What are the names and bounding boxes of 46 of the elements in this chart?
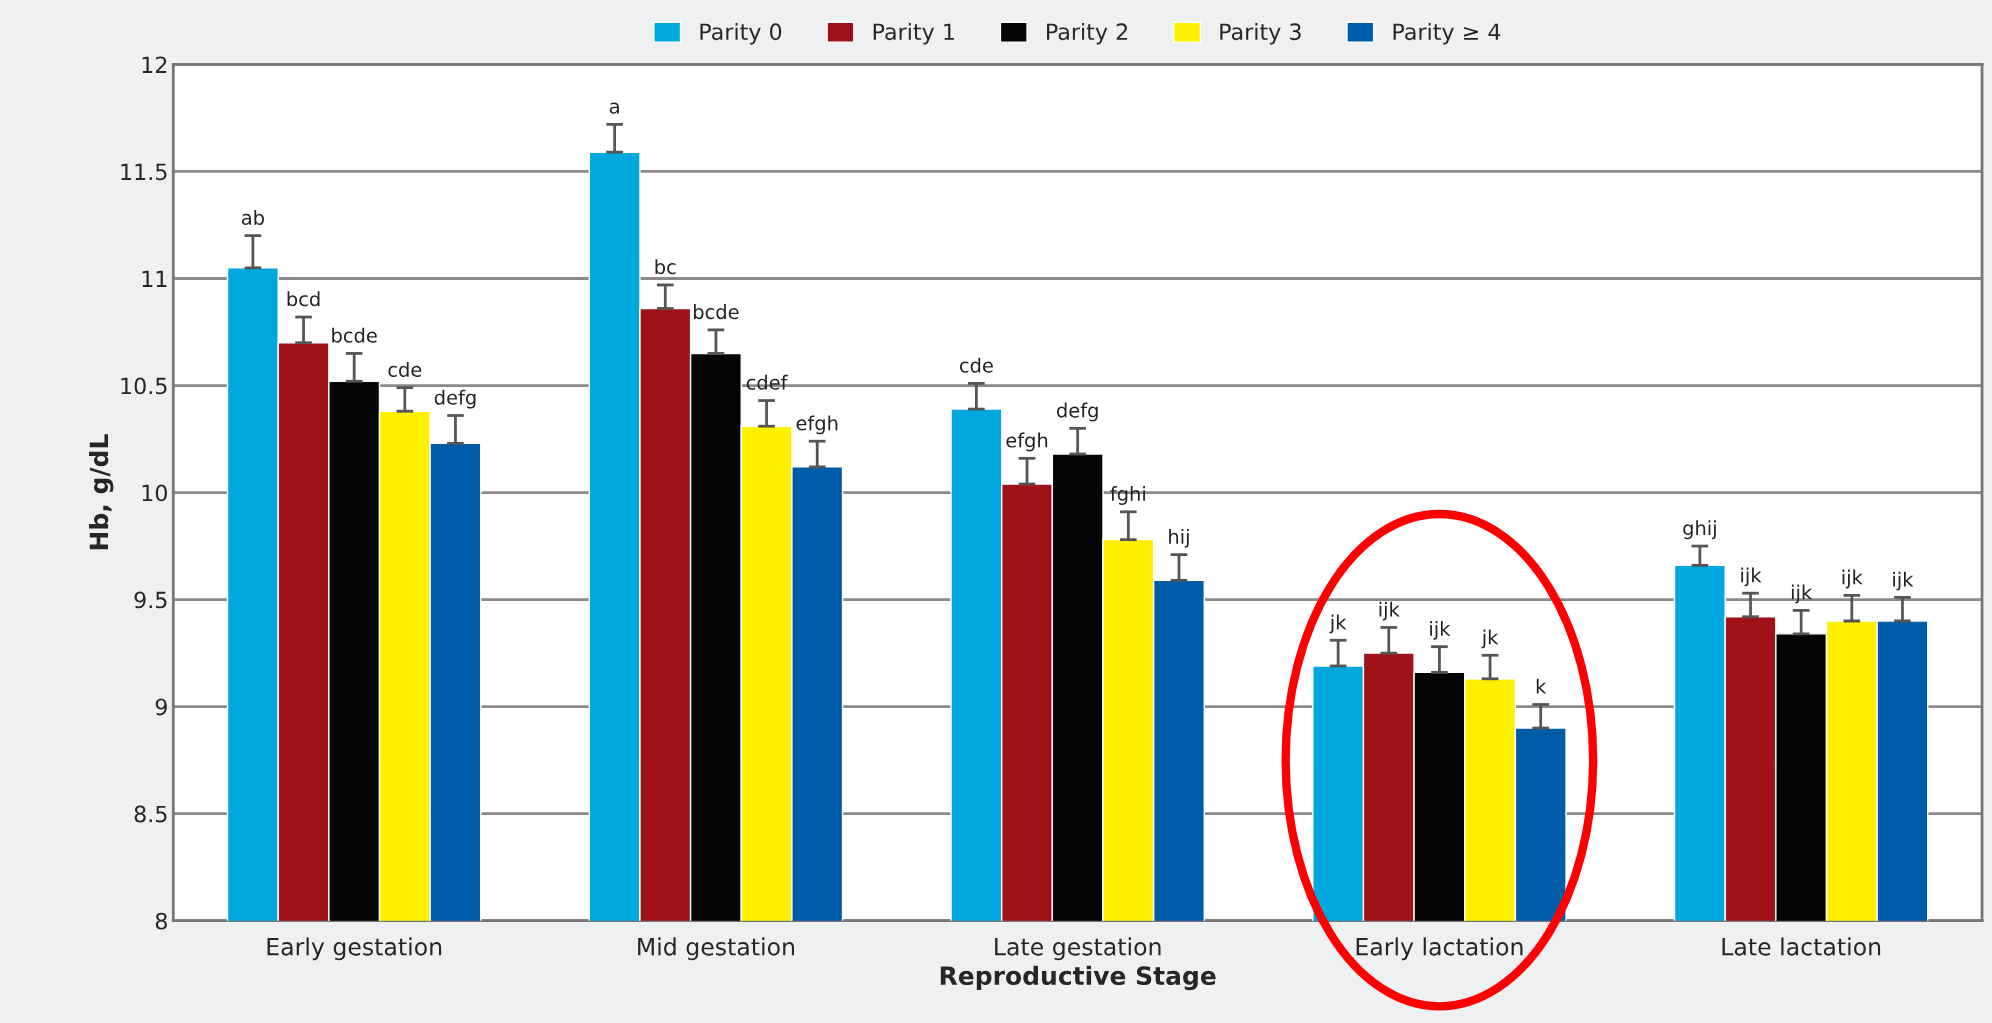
- data-label: efgh: [796, 415, 838, 435]
- data-label: ijk: [1791, 584, 1813, 604]
- legend-label: Parity 0: [700, 22, 782, 45]
- x-axis-title: Reproductive Stage: [940, 965, 1216, 991]
- y-tick-label: 11.5: [121, 163, 167, 181]
- data-label: bcd: [287, 291, 320, 307]
- data-label: jk: [1329, 614, 1347, 634]
- data-label: ijk: [1430, 620, 1451, 640]
- data-label: defg: [1057, 402, 1098, 422]
- data-label: cde: [959, 357, 993, 373]
- data-label: ghij: [1683, 520, 1716, 540]
- data-label: efgh: [1006, 432, 1048, 452]
- y-tick-label: 8.5: [134, 805, 167, 823]
- y-tick-label: 8: [155, 912, 167, 930]
- data-label: jk: [1481, 629, 1499, 649]
- x-tick-label: Early gestation: [267, 937, 442, 961]
- data-label: a: [609, 102, 619, 114]
- data-label: bcde: [694, 304, 739, 320]
- legend-label: Parity 2: [1047, 22, 1128, 45]
- legend-label: Parity ≥ 4: [1393, 22, 1501, 45]
- y-tick-label: 10.5: [121, 377, 167, 395]
- data-label: hij: [1169, 528, 1189, 548]
- data-label: fghi: [1110, 486, 1145, 505]
- y-axis-title: Hb, g/dL: [89, 434, 114, 550]
- y-tick-label: 10: [142, 484, 167, 502]
- data-label: defg: [434, 389, 476, 409]
- data-label: cdef: [746, 374, 788, 390]
- data-label: cde: [388, 361, 422, 377]
- x-tick-label: Early lactation: [1356, 937, 1523, 961]
- data-label: ijk: [1379, 601, 1400, 621]
- x-tick-label: Late gestation: [995, 937, 1161, 961]
- y-tick-label: 9.5: [134, 591, 167, 609]
- x-tick-label: Mid gestation: [638, 937, 795, 961]
- data-label: bc: [655, 259, 676, 275]
- legend-label: Parity 1: [873, 22, 954, 45]
- y-tick-label: 11: [142, 270, 167, 287]
- data-label: ab: [241, 209, 264, 225]
- legend-label: Parity 3: [1220, 22, 1301, 45]
- data-label: ijk: [1741, 567, 1762, 587]
- x-tick-label: Late lactation: [1722, 937, 1881, 956]
- data-label: k: [1536, 678, 1547, 694]
- y-tick-label: 12: [142, 56, 167, 73]
- y-tick-label: 9: [155, 698, 167, 716]
- data-label: ijk: [1842, 569, 1863, 589]
- data-label: bcde: [332, 327, 377, 343]
- data-label: ijk: [1893, 571, 1914, 591]
